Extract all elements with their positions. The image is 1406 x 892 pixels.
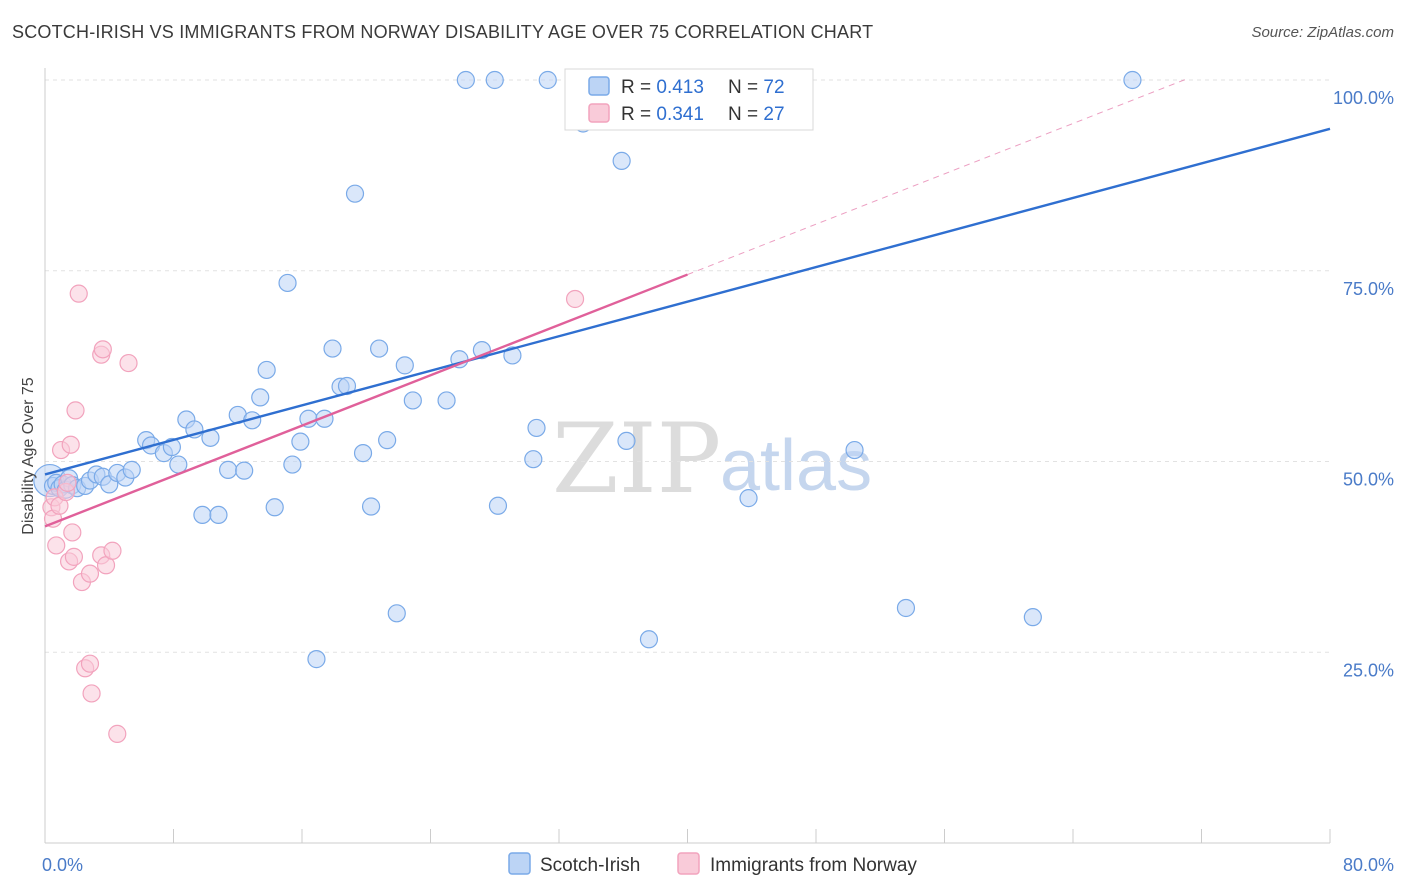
data-point bbox=[93, 340, 112, 359]
data-point bbox=[61, 435, 80, 454]
data-point bbox=[739, 489, 758, 508]
data-point bbox=[456, 70, 475, 90]
data-point bbox=[63, 523, 82, 542]
bottom-legend-swatch-scotch-irish bbox=[508, 852, 531, 875]
data-point bbox=[378, 431, 397, 450]
trend-lines bbox=[44, 78, 1331, 528]
data-point bbox=[80, 564, 100, 583]
y-axis-label: Disability Age Over 75 bbox=[20, 377, 37, 535]
grid bbox=[45, 79, 1330, 653]
data-point bbox=[370, 339, 389, 358]
y-tick-labels: 25.0% 50.0% 75.0% 100.0% bbox=[1333, 88, 1394, 680]
data-point bbox=[193, 505, 212, 525]
bottom-legend-label-scotch-irish: Scotch-Irish bbox=[540, 855, 640, 876]
data-point bbox=[845, 440, 864, 460]
data-point bbox=[235, 461, 254, 480]
chart-source: Source: ZipAtlas.com bbox=[1251, 24, 1394, 41]
trend-line bbox=[44, 127, 1331, 476]
chart-title: SCOTCH-IRISH VS IMMIGRANTS FROM NORWAY D… bbox=[12, 22, 874, 42]
data-point bbox=[66, 401, 85, 420]
legend-n-label-scotch-irish: N = 72 bbox=[728, 77, 785, 98]
data-point bbox=[353, 444, 373, 463]
data-point bbox=[1123, 70, 1142, 90]
y-tick-label: 25.0% bbox=[1343, 660, 1394, 680]
y-tick-label: 50.0% bbox=[1343, 470, 1394, 490]
y-tick-label: 75.0% bbox=[1343, 279, 1394, 299]
data-point bbox=[612, 151, 631, 170]
data-point bbox=[485, 70, 504, 90]
data-point bbox=[639, 630, 659, 649]
watermark-zip: ZIP bbox=[552, 403, 721, 515]
data-point bbox=[47, 536, 66, 555]
data-point bbox=[291, 432, 310, 451]
trend-line bbox=[44, 273, 688, 528]
bottom-legend-label-norway: Immigrants from Norway bbox=[710, 855, 917, 876]
data-point bbox=[219, 460, 238, 479]
data-point bbox=[108, 724, 127, 743]
legend-swatch-norway bbox=[588, 103, 610, 123]
data-point bbox=[307, 650, 326, 669]
data-point bbox=[527, 418, 546, 438]
data-point bbox=[82, 684, 101, 703]
data-point bbox=[538, 70, 557, 90]
x-tick-labels: 0.0% 80.0% bbox=[42, 855, 1394, 875]
legend-r-label-scotch-irish: R = 0.413 bbox=[621, 77, 704, 98]
trend-line-extension bbox=[687, 78, 1186, 276]
data-point bbox=[896, 598, 916, 618]
legend-n-label-norway: N = 27 bbox=[728, 104, 785, 125]
data-point bbox=[257, 360, 276, 380]
data-point bbox=[524, 450, 543, 469]
axes bbox=[44, 68, 1331, 844]
data-point bbox=[361, 497, 381, 516]
data-point bbox=[565, 289, 585, 309]
data-point bbox=[209, 505, 228, 525]
bottom-legend-swatch-norway bbox=[677, 852, 700, 875]
data-point bbox=[58, 473, 77, 492]
data-point bbox=[387, 604, 406, 623]
data-point bbox=[122, 460, 141, 479]
y-tick-label: 100.0% bbox=[1333, 88, 1394, 108]
data-point bbox=[119, 353, 138, 373]
stats-legend: R = 0.413 N = 72 R = 0.341 N = 27 bbox=[564, 68, 814, 131]
watermark: ZIP atlas bbox=[552, 403, 872, 515]
data-point bbox=[488, 496, 508, 515]
x-tick-label-min: 0.0% bbox=[42, 855, 83, 875]
legend-r-label-norway: R = 0.341 bbox=[621, 104, 704, 125]
data-point bbox=[278, 273, 297, 293]
data-point bbox=[345, 184, 365, 203]
data-point bbox=[617, 431, 636, 450]
data-point bbox=[503, 346, 522, 365]
series-scotch-irish-points bbox=[33, 70, 1142, 669]
data-point bbox=[323, 339, 342, 358]
data-point bbox=[80, 654, 100, 673]
data-point bbox=[69, 284, 88, 303]
data-point bbox=[1023, 608, 1042, 627]
data-point bbox=[64, 547, 84, 566]
series-legend: Scotch-Irish Immigrants from Norway bbox=[508, 852, 917, 876]
data-point bbox=[437, 391, 456, 410]
data-point bbox=[265, 498, 284, 517]
data-point bbox=[283, 455, 302, 474]
data-point bbox=[251, 388, 270, 407]
data-point bbox=[162, 437, 181, 457]
x-tick-label-max: 80.0% bbox=[1343, 855, 1394, 875]
data-point bbox=[103, 541, 122, 560]
series-norway-points bbox=[42, 284, 585, 743]
legend-swatch-scotch-irish bbox=[588, 76, 610, 96]
data-point bbox=[403, 391, 422, 410]
data-point bbox=[395, 356, 414, 375]
